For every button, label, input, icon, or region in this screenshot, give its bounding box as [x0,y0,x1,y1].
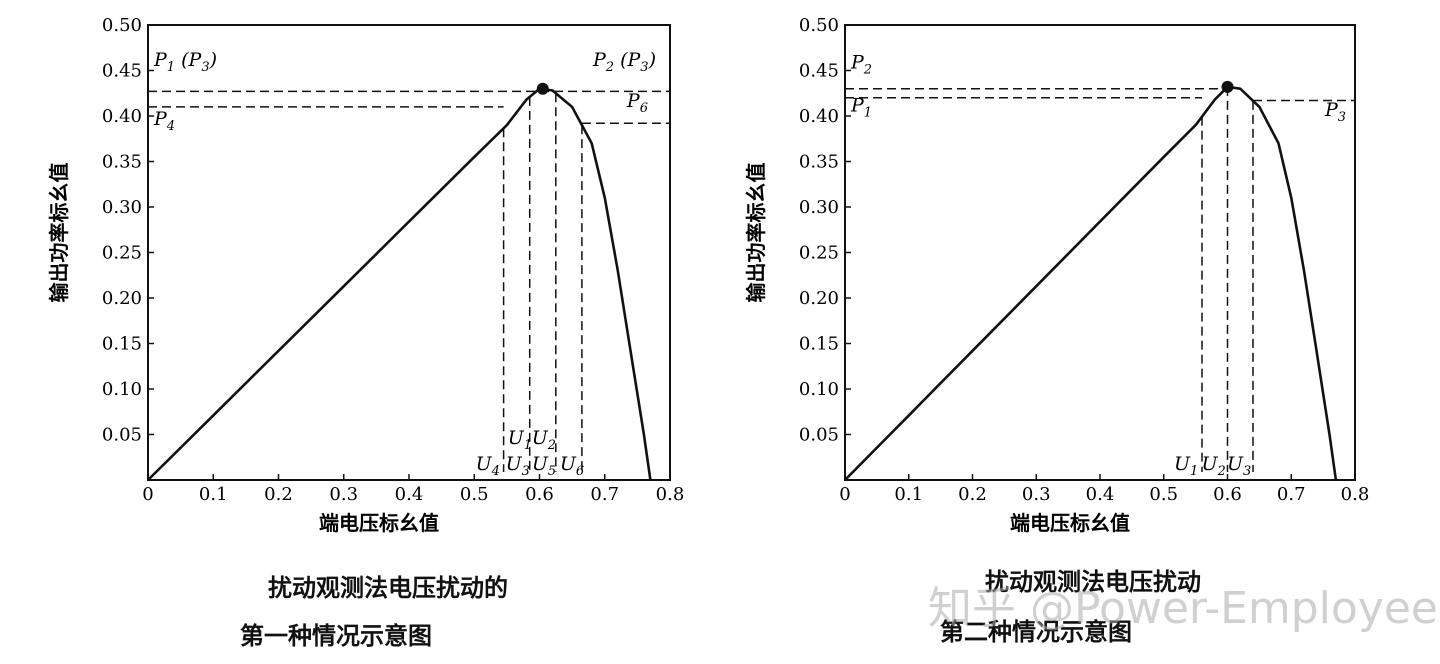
chart1-label-p1: P1 (P3) [153,49,217,75]
chart2-x-axis-title: 端电压标幺值 [1010,511,1130,535]
right-caption-line2: 第二种情况示意图 [940,617,1132,646]
chart1-x-tick-label: 0.7 [590,484,619,505]
chart2-mpp-point [1221,80,1234,93]
chart2-y-tick-label: 0.35 [799,152,839,173]
chart1-y-tick-label: 0.50 [102,15,142,36]
left-caption-line2: 第一种情况示意图 [240,621,432,650]
chart1-mpp-point [536,82,549,95]
chart1-label-u-top: U1 [508,427,532,453]
chart2-y-tick-label: 0.15 [799,334,839,355]
chart1-y-tick-label: 0.20 [102,288,142,309]
chart2-label-u-bottom: U2 [1202,453,1226,479]
chart2-y-tick-label: 0.05 [799,425,839,446]
chart2-x-tick-label: 0.5 [1149,484,1178,505]
chart2-y-tick-label: 0.20 [799,288,839,309]
chart1-label-u-bottom: U5 [532,453,556,479]
chart1-x-tick-label: 0.4 [395,484,424,505]
chart2-x-tick-label: 0.6 [1213,484,1242,505]
chart2-x-tick-label: 0.7 [1277,484,1306,505]
chart1-x-tick-label: 0.6 [525,484,554,505]
chart2-label-u-bottom: U3 [1227,453,1251,479]
chart2-y-tick-label: 0.30 [799,197,839,218]
chart1-y-tick-label: 0.30 [102,197,142,218]
chart2-label-u-bottom: U1 [1174,453,1198,479]
chart2-label-p1: P1 [850,94,872,120]
chart1-y-tick-label: 0.40 [102,106,142,127]
chart1-x-tick-label: 0.5 [460,484,489,505]
chart2-x-tick-label: 0.8 [1341,484,1370,505]
watermark: 知乎 @Power-Employee [928,583,1438,634]
chart2-pv-curve [844,85,1338,481]
chart1-x-axis-title: 端电压标幺值 [319,511,439,535]
chart2-y-axis-title: 输出功率标幺值 [744,163,768,303]
chart1-x-tick-label: 0 [142,484,153,505]
chart2-plot-frame [844,24,1356,481]
chart2-x-tick-label: 0.2 [958,484,987,505]
chart2-y-tick-label: 0.50 [799,15,839,36]
chart1-y-tick-label: 0.35 [102,152,142,173]
chart1-y-tick-label: 0.05 [102,425,142,446]
chart1-y-tick-label: 0.45 [102,61,142,82]
chart1-label-u-bottom: U4 [476,453,500,479]
chart1-y-tick-label: 0.15 [102,334,142,355]
chart1-x-tick-label: 0.3 [329,484,358,505]
chart1-label-p6: P6 [626,90,648,116]
chart2-y-tick-label: 0.45 [799,61,839,82]
chart1-label-p2: P2 (P3) [592,49,656,75]
chart1-label-u-bottom: U6 [560,453,584,479]
right-caption-line1: 扰动观测法电压扰动 [985,567,1201,596]
chart1-pv-curve [147,87,652,481]
chart2-y-tick-label: 0.10 [799,379,839,400]
chart2-label-p2: P2 [850,52,872,78]
chart2-y-tick-label: 0.40 [799,106,839,127]
chart1-y-tick-label: 0.10 [102,379,142,400]
chart1-label-u-bottom: U3 [506,453,530,479]
chart1-y-tick-label: 0.25 [102,243,142,264]
chart1-x-tick-label: 0.1 [199,484,228,505]
chart1-plot-frame [147,24,671,481]
chart2-x-tick-label: 0.1 [894,484,923,505]
chart2-x-tick-label: 0.3 [1022,484,1051,505]
chart2-label-p3: P3 [1324,99,1346,125]
chart1-label-p4: P4 [153,108,175,134]
chart1-x-tick-label: 0.8 [656,484,685,505]
chart2-x-tick-label: 0 [839,484,850,505]
chart1-x-tick-label: 0.2 [264,484,293,505]
chart1-y-axis-title: 输出功率标幺值 [47,163,71,303]
chart2-x-tick-label: 0.4 [1086,484,1115,505]
left-caption-line1: 扰动观测法电压扰动的 [268,573,508,602]
chart1-label-u-top: U2 [532,427,556,453]
chart2-y-tick-label: 0.25 [799,243,839,264]
